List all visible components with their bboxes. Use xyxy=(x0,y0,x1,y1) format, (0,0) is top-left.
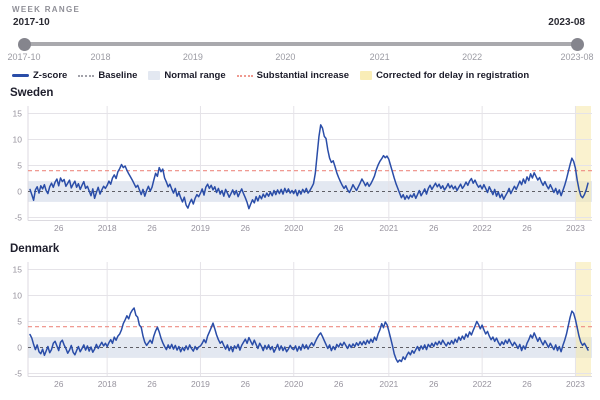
y-tick-label: 15 xyxy=(13,109,23,119)
week-range-label: WEEK RANGE xyxy=(12,5,81,14)
x-tick-label: 2023 xyxy=(566,223,585,233)
chart-legend: Z-score Baseline Normal range Substantial i… xyxy=(12,70,529,81)
week-range-start-value: 2017-10 xyxy=(13,17,50,28)
slider-tick-label: 2022 xyxy=(462,52,483,62)
x-tick-label: 2020 xyxy=(284,223,303,233)
x-tick-label: 26 xyxy=(147,379,157,389)
slider-handle-start[interactable] xyxy=(17,37,31,51)
chart-title-denmark: Denmark xyxy=(10,243,60,255)
slider-tick-label: 2019 xyxy=(182,52,203,62)
y-tick-label: 0 xyxy=(17,343,22,353)
legend-swatch-normal-range xyxy=(148,71,161,80)
x-tick-label: 26 xyxy=(147,223,157,233)
week-range-end-value: 2023-08 xyxy=(548,17,585,28)
x-tick-label: 2023 xyxy=(566,379,585,389)
x-tick-label: 2021 xyxy=(379,379,398,389)
legend-label: Substantial increase xyxy=(256,70,350,81)
zscore-line xyxy=(29,307,589,363)
slider-tick-label: 2017-10 xyxy=(7,52,41,62)
x-tick-label: 26 xyxy=(54,223,64,233)
legend-swatch-substantial-increase xyxy=(236,74,253,77)
x-tick-label: 26 xyxy=(334,379,344,389)
y-tick-label: 5 xyxy=(17,161,22,171)
x-tick-label: 2021 xyxy=(379,223,398,233)
slider-tick-label: 2021 xyxy=(369,52,390,62)
x-tick-label: 2022 xyxy=(473,223,492,233)
legend-item-corrected-for-delay-in-registration: Corrected for delay in registration xyxy=(360,70,529,81)
slider-tick-label: 2018 xyxy=(90,52,111,62)
x-tick-label: 26 xyxy=(334,223,344,233)
x-tick-label: 2019 xyxy=(191,379,210,389)
legend-item-baseline: Baseline xyxy=(78,70,137,81)
legend-swatch-baseline xyxy=(78,74,95,77)
x-tick-label: 26 xyxy=(54,379,64,389)
y-tick-label: 10 xyxy=(13,291,23,301)
x-tick-label: 26 xyxy=(522,379,532,389)
zscore-chart-denmark[interactable]: 15 10 5 0 -5 26 2018 26 2019 26 2020 26 2021 26 2022 26… xyxy=(0,256,600,398)
legend-swatch-corrected-for-delay-in-registration xyxy=(360,71,373,80)
legend-label: Z-score xyxy=(33,70,68,81)
legend-swatch-z-score xyxy=(12,74,29,77)
x-tick-label: 2019 xyxy=(191,223,210,233)
x-tick-label: 26 xyxy=(522,223,532,233)
chart-title-sweden: Sweden xyxy=(10,87,54,99)
legend-label: Normal range xyxy=(164,70,226,81)
slider-tick-label: 2020 xyxy=(275,52,296,62)
legend-item-normal-range: Normal range xyxy=(148,70,226,81)
x-tick-label: 2018 xyxy=(98,379,117,389)
x-tick-label: 26 xyxy=(429,379,439,389)
legend-item-z-score: Z-score xyxy=(12,70,67,81)
corrected-band xyxy=(576,262,591,377)
y-tick-label: -5 xyxy=(14,369,22,379)
x-tick-label: 2018 xyxy=(98,223,117,233)
y-tick-label: 10 xyxy=(13,135,23,145)
slider-handle-end[interactable] xyxy=(570,37,584,51)
y-tick-label: 0 xyxy=(17,187,22,197)
zscore-chart-sweden[interactable]: 15 10 5 0 -5 26 2018 26 2019 26 2020 26 2021 26 2022 26… xyxy=(0,100,600,242)
x-tick-label: 2022 xyxy=(473,379,492,389)
legend-item-substantial-increase: Substantial increase xyxy=(236,70,350,81)
week-range-slider-track[interactable] xyxy=(17,37,584,51)
slider-tick-label: 2023-08 xyxy=(560,52,594,62)
x-tick-label: 26 xyxy=(241,379,251,389)
x-tick-label: 26 xyxy=(241,223,251,233)
x-tick-label: 26 xyxy=(429,223,439,233)
slider-axis: 2017-10 2018 2019 2020 2021 2022 2023-08 xyxy=(0,52,600,64)
corrected-band xyxy=(576,106,591,221)
legend-label: Corrected for delay in registration xyxy=(376,70,530,81)
y-tick-label: 15 xyxy=(13,265,23,275)
legend-label: Baseline xyxy=(98,70,138,81)
y-tick-label: -5 xyxy=(14,213,22,223)
x-tick-label: 2020 xyxy=(284,379,303,389)
y-tick-label: 5 xyxy=(17,317,22,327)
zscore-line xyxy=(29,124,589,210)
